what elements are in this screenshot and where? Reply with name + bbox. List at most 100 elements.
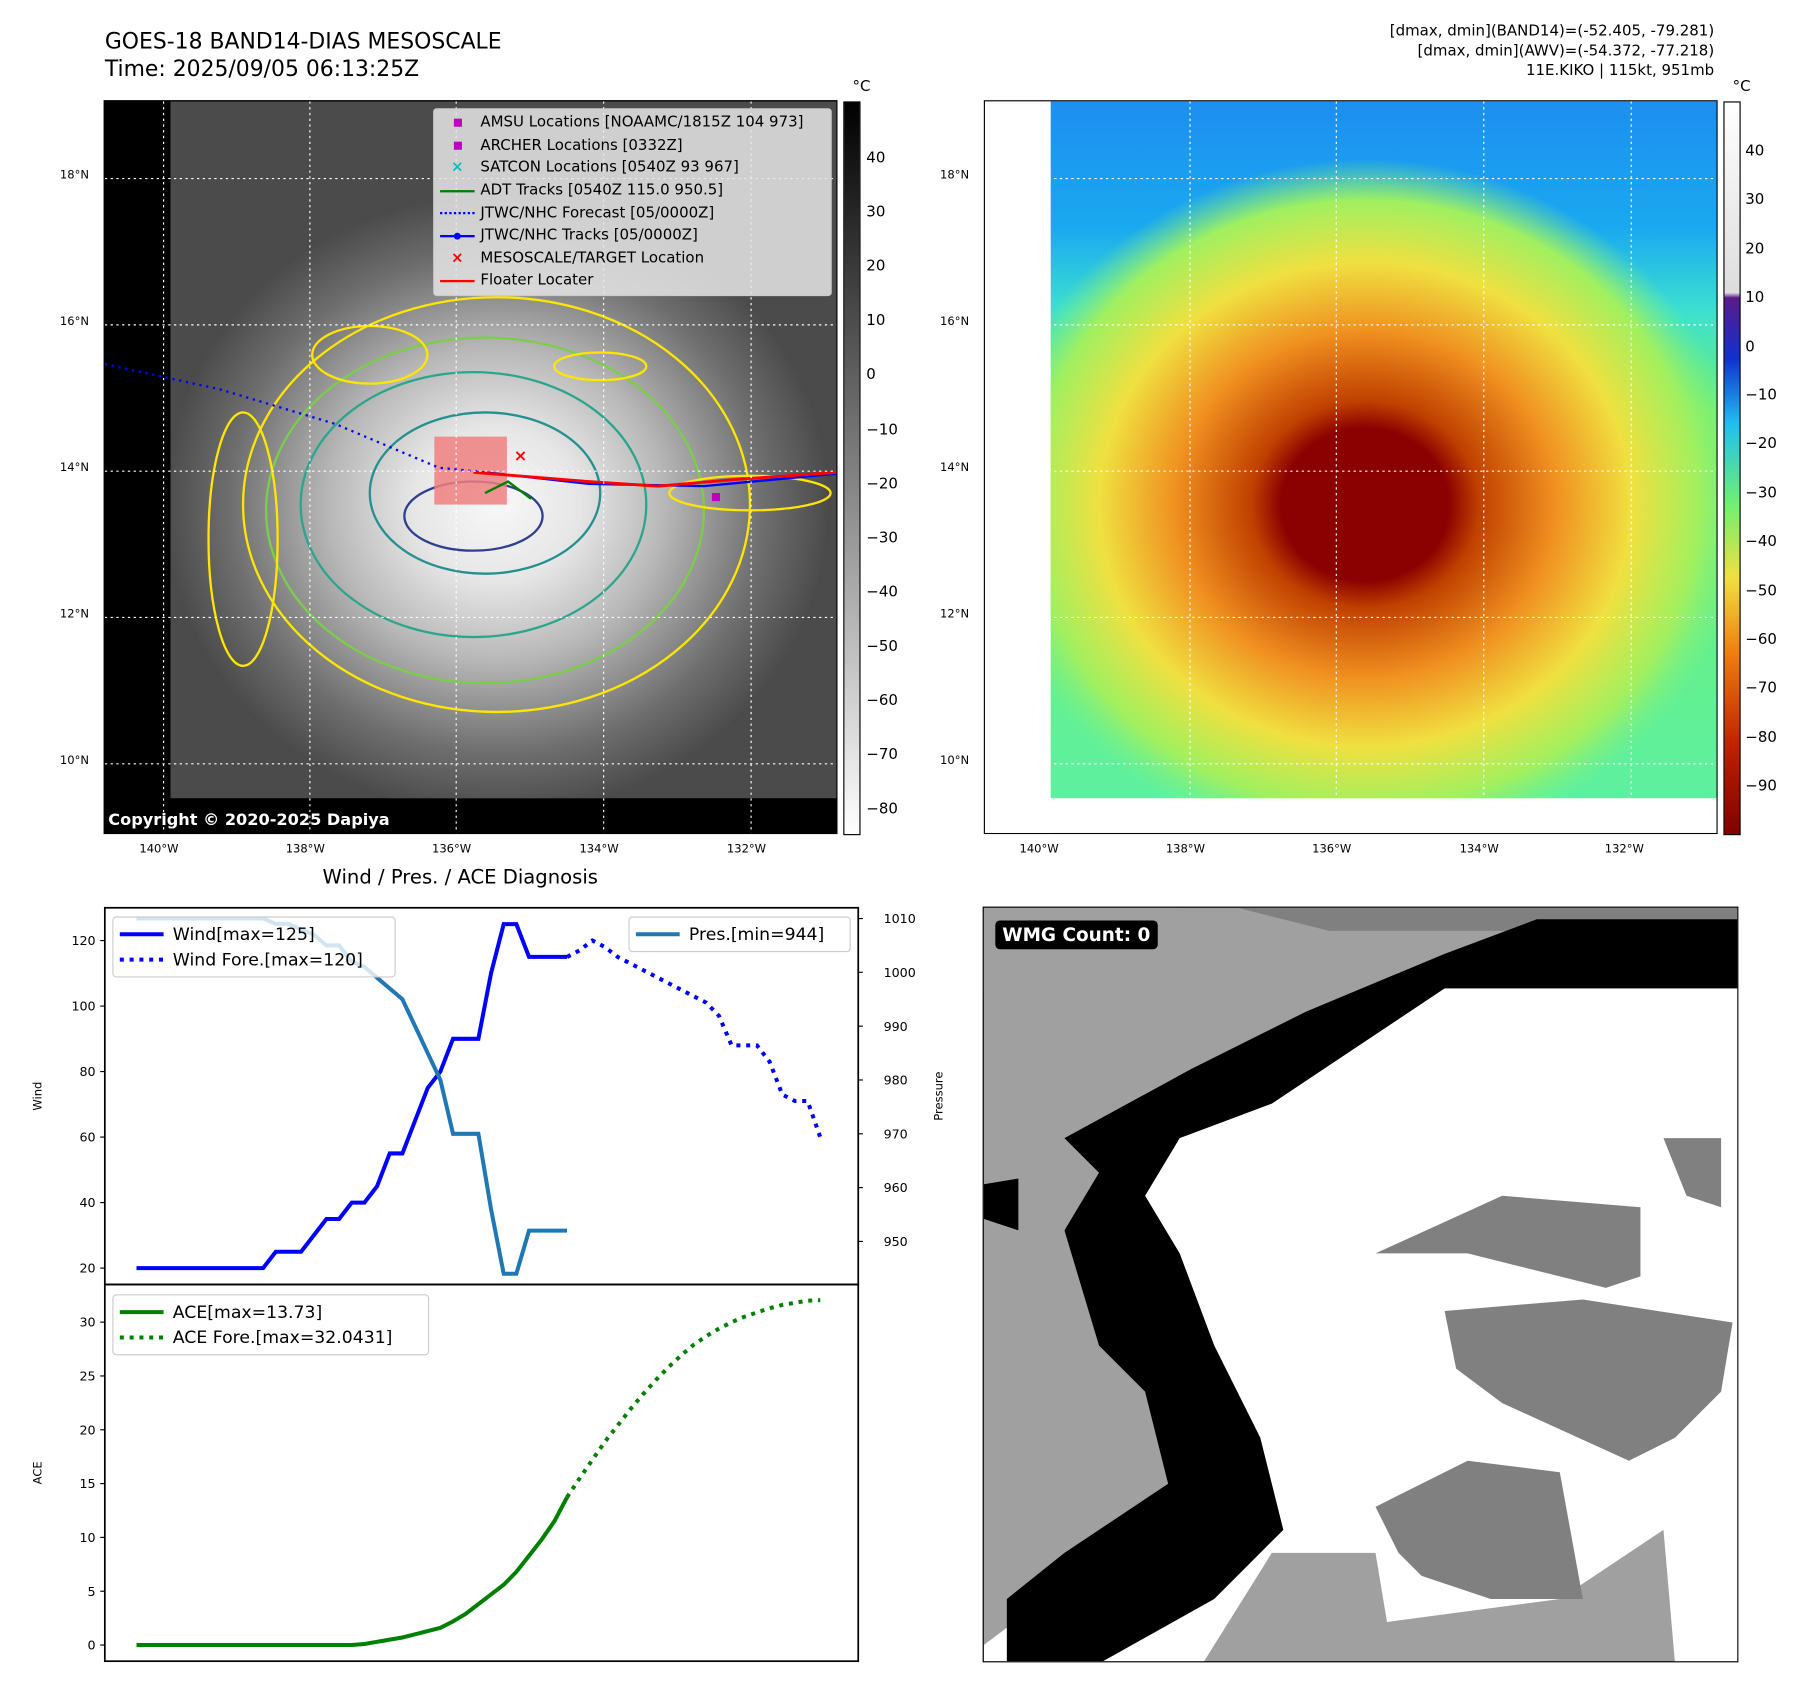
lat-tick: 16°N [59,315,89,329]
colorbar-tick: −70 [1745,680,1777,698]
colorbar-right-unit: °C [1732,78,1751,96]
band14-range: [dmax, dmin](BAND14)=(-52.405, -79.281) [1389,23,1715,41]
y-tick-label: 30 [80,1315,96,1330]
lon-tick: 140°W [139,843,179,856]
legend-label: ACE[max=13.73] [173,1303,322,1323]
y-tick-label: 80 [80,1064,96,1079]
legend-entry: ARCHER Locations [0332Z] [434,134,830,157]
y-tick-label: 100 [71,999,95,1014]
chart-legend [112,916,396,978]
legend-entry: AMSU Locations [NOAAMC/1815Z 104 973] [434,112,830,135]
lon-tick: 138°W [1165,843,1205,856]
time-label: Time: 2025/09/05 06:13:25Z [104,56,420,82]
lat-tick: 12°N [940,608,970,621]
colorbar-tick: −70 [866,746,898,764]
legend-label: ARCHER Locations [0332Z] [480,136,683,155]
colorbar-tick: −80 [1745,728,1777,747]
square-marker-icon [434,141,480,150]
line-dot-marker-icon [434,232,480,240]
y-tick-label: 10 [80,1530,96,1545]
x-marker-icon: × [451,249,464,268]
storm-info: 11E.KIKO | 115kt, 951mb [1525,62,1715,80]
colorbar-tick: −60 [1745,631,1777,649]
awv-range: [dmax, dmin](AWV)=(-54.372, -77.218) [1417,42,1715,60]
legend-entry: JTWC/NHC Forecast [05/0000Z] [434,202,830,225]
lat-tick: 14°N [59,461,89,475]
colorbar-tick: −40 [1745,533,1777,551]
colorbar-tick: 20 [1745,240,1765,258]
target-marker: × [514,446,528,465]
series-line-ace-fore- [565,1298,821,1499]
y-axis-label: ACE [30,1461,44,1484]
lat-tick: 10°N [59,754,89,768]
legend-entry: ADT Tracks [0540Z 115.0 950.5] [434,179,830,202]
legend-label: Wind Fore.[max=120] [173,950,363,970]
plot-frame [103,1283,860,1663]
y2-axis-label: Pressure [931,1072,945,1121]
colorbar-tick: −40 [866,583,898,602]
lat-tick: 10°N [940,754,970,768]
amsu-marker [711,493,720,502]
y2-tick-label: 950 [884,1234,908,1249]
legend-entry: × SATCON Locations [0540Z 93 967] [434,157,830,180]
colorbar-tick: −20 [866,475,898,493]
chart-legend [112,1294,430,1356]
wmg-count-badge: WMG Count: 0 [995,920,1158,950]
legend-label: MESOSCALE/TARGET Location [480,249,705,268]
legend-entry: Floater Locater [434,270,830,293]
y-axis-label: Wind [30,1082,44,1111]
y-tick-label: 15 [80,1476,96,1491]
chart-legend [628,916,851,953]
colorbar-tick: 30 [866,204,886,222]
lon-tick: 138°W [285,843,325,856]
colorbar-tick: −10 [1745,387,1777,405]
square-marker-icon [434,118,480,128]
series-line-wind [136,922,568,1271]
colorbar-tick: 20 [866,258,886,276]
colorbar-tick: 10 [866,312,886,330]
colorbar-tick: 0 [1745,338,1755,356]
y2-tick-label: 970 [884,1126,908,1141]
y-tick-label: 20 [80,1422,96,1437]
lon-tick: 134°W [579,843,619,856]
diagnosis-chart: 12010080604020Wind1010100099098097096095… [30,906,945,1663]
legend-label: JTWC/NHC Tracks [05/0000Z] [480,227,698,245]
colorbar-tick: −30 [1745,484,1777,503]
colorbar-tick: −50 [866,638,898,656]
legend-label: ADT Tracks [0540Z 115.0 950.5] [480,182,724,200]
lat-tick: 18°N [940,169,970,183]
colorbar-tick: 0 [866,366,876,385]
legend-label: SATCON Locations [0540Z 93 967] [480,159,739,177]
legend-label: ACE Fore.[max=32.0431] [173,1328,393,1348]
colorbar-tick: −80 [866,800,898,819]
colorbar-tick: −20 [1745,435,1777,454]
floater-track [473,470,837,488]
y-tick-label: 5 [88,1584,96,1599]
legend-label: AMSU Locations [NOAAMC/1815Z 104 973] [480,114,804,132]
y-tick-label: 25 [80,1369,96,1384]
y-tick-label: 0 [88,1638,96,1653]
ir-satellite-map: × Copyright © 2020-2025 Dapiya AMSU Loca… [103,100,838,835]
main-title: GOES-18 BAND14-DIAS MESOSCALE [104,28,502,55]
lon-tick: 134°W [1459,843,1499,856]
lon-tick: 132°W [1604,843,1644,856]
x-marker-icon: × [451,159,464,177]
colorbar-tick: −90 [1745,777,1777,796]
lat-tick: 14°N [940,461,970,475]
lon-tick: 132°W [726,843,767,856]
colorbar-tick: 40 [866,149,886,168]
wmg-panel: WMG Count: 0 [982,906,1739,1663]
y2-tick-label: 980 [884,1073,908,1088]
lon-tick: 136°W [431,843,472,856]
line-marker-icon [434,189,480,192]
y-tick-label: 40 [80,1195,96,1210]
copyright-label: Copyright © 2020-2025 Dapiya [108,811,390,830]
colorbar-right [1723,101,1741,836]
legend-label: Floater Locater [480,272,594,290]
colorbar-left [843,101,861,836]
legend-label: Pres.[min=944] [689,925,824,945]
legend-label: JTWC/NHC Forecast [05/0000Z] [480,204,715,222]
y-tick-label: 60 [80,1130,96,1145]
colorbar-tick: 30 [1745,191,1765,209]
colorbar-left-unit: °C [852,78,871,96]
